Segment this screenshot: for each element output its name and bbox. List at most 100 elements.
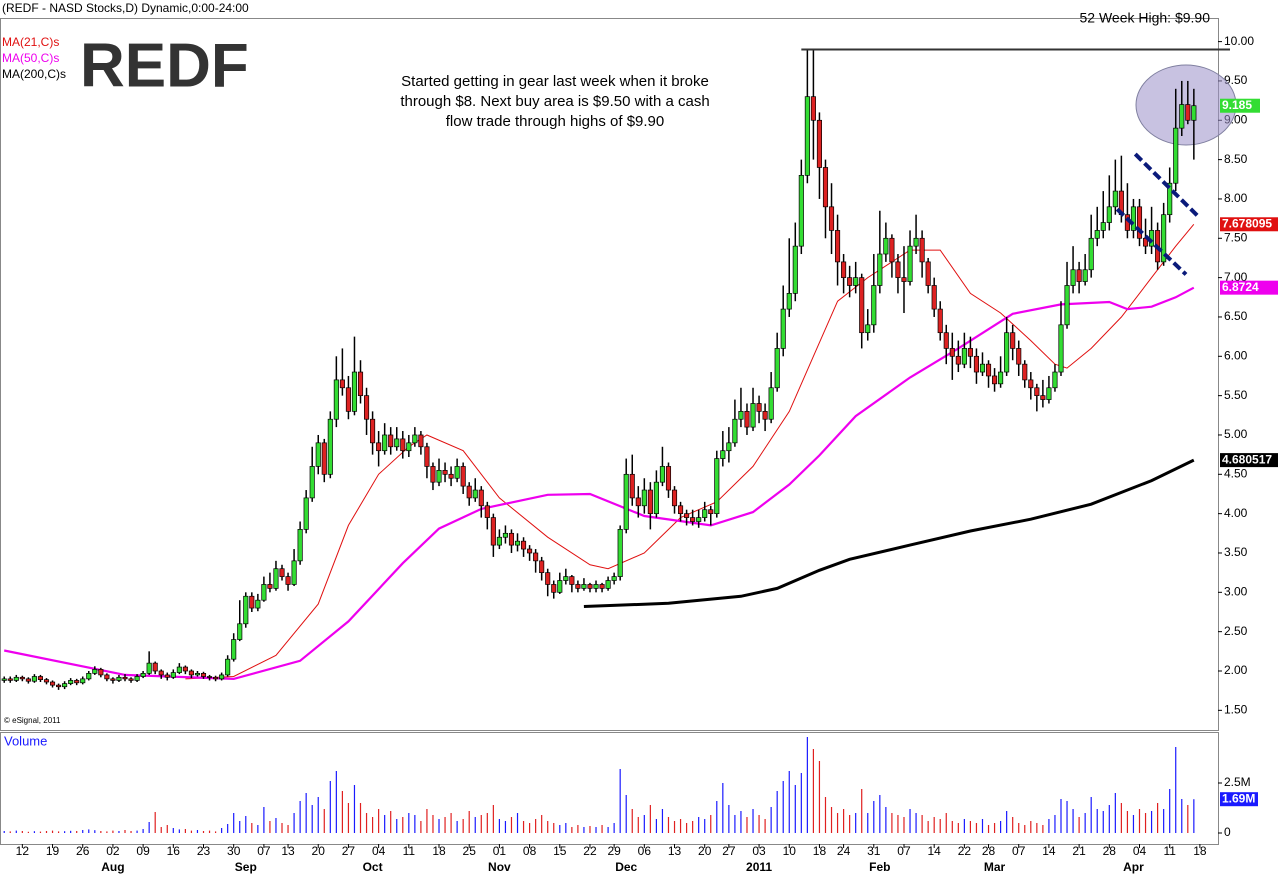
candle-body — [702, 509, 708, 518]
x-tick-label: 27 — [722, 844, 736, 858]
candle-body — [575, 584, 581, 589]
x-tick-label: 10 — [783, 844, 797, 858]
candle-body — [37, 676, 44, 680]
y-tick-label: 9.50 — [1224, 73, 1248, 87]
candle-body — [68, 680, 74, 684]
x-tick-label: 31 — [867, 844, 881, 858]
candle-body — [7, 678, 13, 681]
candle-body — [357, 371, 364, 396]
candle-body — [925, 261, 931, 286]
candle-body — [382, 434, 388, 452]
candle-body — [967, 348, 973, 357]
candle-body — [871, 285, 877, 326]
candle-body — [1094, 230, 1100, 239]
y-tick-label: 2.00 — [1224, 663, 1248, 677]
candle-body — [188, 670, 194, 676]
month-label: Oct — [363, 860, 383, 874]
y-tick-label: 8.50 — [1224, 152, 1248, 166]
candle-body — [213, 676, 219, 680]
candle-body — [527, 548, 533, 554]
candle-body — [822, 167, 829, 208]
last-value-label: 6.8724 — [1222, 280, 1259, 294]
candle-body — [56, 684, 62, 688]
x-tick-label: 08 — [523, 844, 537, 858]
candle-body — [74, 680, 80, 684]
last-price-label: 9.185 — [1222, 98, 1252, 112]
candle-body — [484, 505, 490, 518]
candle-body — [611, 576, 617, 581]
candle-body — [206, 676, 213, 678]
candle-body — [696, 517, 702, 522]
symbol-title: REDF — [80, 31, 249, 100]
candle-body — [841, 261, 847, 278]
candle-body — [152, 662, 158, 672]
y-tick-label: 10.00 — [1224, 34, 1254, 48]
candle-body — [569, 576, 575, 585]
month-label: Dec — [615, 860, 637, 874]
x-tick-label: 18 — [813, 844, 827, 858]
candle-body — [194, 673, 201, 676]
candle-body — [708, 509, 714, 514]
candle-body — [859, 277, 865, 334]
candle-body — [267, 584, 273, 589]
last-volume-label: 1.69M — [1222, 791, 1255, 805]
trendline — [1133, 152, 1200, 218]
candle-body — [291, 560, 297, 585]
candle-body — [623, 473, 629, 530]
candle-body — [297, 529, 303, 562]
candle-body — [563, 576, 569, 581]
candle-body — [690, 517, 696, 522]
x-tick-label: 04 — [372, 844, 386, 858]
volume-panel — [0, 732, 1219, 845]
x-tick-label: 20 — [312, 844, 326, 858]
candle-body — [43, 679, 50, 683]
candle-body — [998, 371, 1004, 385]
candle-body — [388, 434, 394, 448]
candle-body — [557, 580, 563, 593]
x-tick-label: 22 — [958, 844, 972, 858]
x-tick-label: 21 — [1072, 844, 1086, 858]
candle-body — [780, 308, 786, 349]
candle-body — [919, 237, 925, 263]
x-tick-label: 23 — [197, 844, 211, 858]
candle-body — [400, 438, 406, 452]
month-label: Aug — [101, 860, 124, 874]
candle-body — [176, 666, 182, 673]
candle-body — [128, 678, 134, 681]
candle-body — [1016, 348, 1022, 365]
candle-body — [961, 348, 967, 365]
candle-body — [792, 245, 798, 294]
candle-body — [1191, 105, 1197, 121]
candle-body — [164, 674, 170, 678]
candle-body — [13, 676, 19, 681]
candle-body — [955, 355, 961, 365]
moving-average — [3, 286, 1195, 681]
candle-body — [146, 662, 152, 674]
candle-body — [219, 674, 225, 680]
last-value-label: 7.678095 — [1222, 216, 1272, 230]
candle-body — [1185, 104, 1191, 121]
volume-tick-label: 0 — [1224, 825, 1231, 839]
candle-body — [877, 253, 883, 286]
candle-body — [460, 466, 466, 487]
candle-body — [370, 418, 376, 444]
candle-body — [1082, 269, 1088, 282]
candle-body — [478, 489, 484, 507]
candle-body — [979, 363, 986, 373]
candle-body — [647, 489, 653, 514]
month-label: Sep — [235, 860, 257, 874]
candle-body — [243, 595, 249, 625]
y-tick-label: 4.00 — [1224, 506, 1248, 520]
last-volume-box — [1220, 792, 1258, 807]
last-value-box — [1220, 280, 1278, 295]
candle-body — [907, 245, 913, 282]
copyright: © eSignal, 2011 — [4, 716, 61, 725]
candle-body — [684, 513, 690, 518]
candle-body — [285, 576, 291, 585]
last-value-label: 4.680517 — [1222, 452, 1272, 466]
candle-body — [496, 536, 502, 546]
month-label: 2011 — [746, 860, 772, 874]
